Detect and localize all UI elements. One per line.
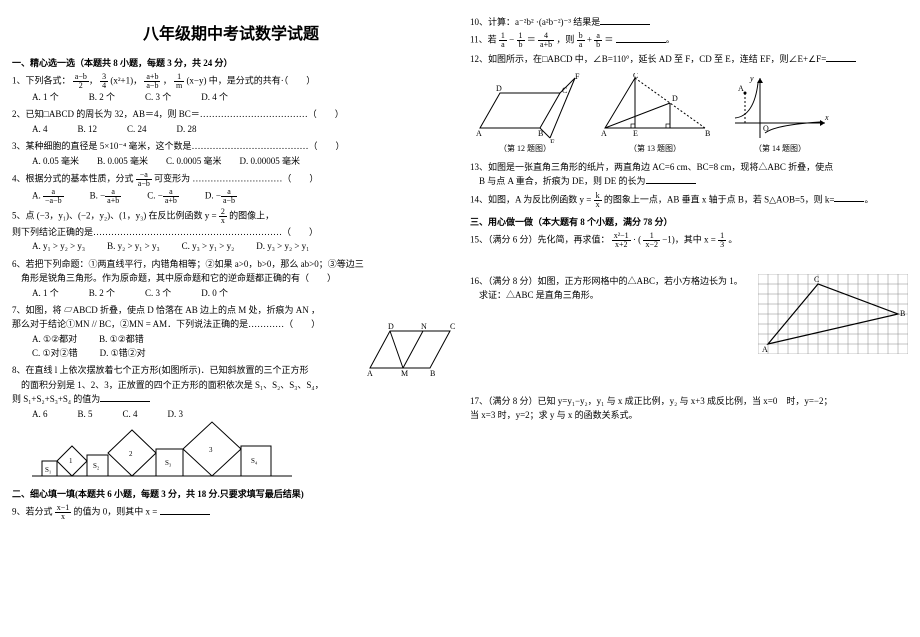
svg-text:3: 3 — [209, 446, 213, 454]
section1-head: 一、精心选一选（本题共 8 小题，每题 3 分，共 24 分） — [12, 56, 450, 69]
q16: 16、（满分 8 分）如图，正方形网格中的△ABC，若小方格边长为 1。 求证：… — [470, 274, 908, 364]
svg-text:S₁: S₁ — [45, 466, 51, 474]
svg-text:A: A — [476, 129, 482, 138]
q1: 1、下列各式： a−b2， 34 (x²+1)， a+ba−b ， 1m (x−… — [12, 73, 450, 104]
svg-text:C: C — [633, 73, 638, 80]
q9: 9、若分式 x−1x 的值为 0，则其中 x = — [12, 504, 450, 521]
q11: 11、若 1a − 1b ＝ 4a+b ，则 ba + ab ＝ 。 — [470, 32, 908, 49]
q2: 2、已知□ABCD 的周长为 32，AB＝4，则 BC＝………………………………… — [12, 107, 450, 136]
svg-text:A: A — [367, 369, 373, 378]
q14: 14、如图，A 为反比例函数 y = kx 的图象上一点，AB 垂直 x 轴于点… — [470, 192, 908, 209]
svg-text:C: C — [562, 86, 567, 95]
q1-c: C. 3 个 — [145, 90, 171, 104]
svg-text:B: B — [900, 309, 905, 318]
svg-text:C: C — [814, 275, 819, 284]
svg-text:M: M — [401, 369, 408, 378]
svg-text:C: C — [450, 323, 455, 331]
svg-text:D: D — [496, 84, 502, 93]
svg-text:F: F — [575, 73, 580, 81]
q7-figure: A M B D N C — [365, 323, 455, 378]
q5: 5、点 (−3，y₁)、(−2，y₂)、(1，y₃) 在反比例函数 y = 2x… — [12, 208, 450, 254]
q17: 17、（满分 8 分）已知 y=y₁−y₂，y₁ 与 x 成正比例，y₂ 与 x… — [470, 394, 908, 423]
q13: 13、如图是一张直角三角形的纸片，两直角边 AC=6 cm、BC=8 cm，现将… — [470, 160, 908, 189]
svg-text:2: 2 — [129, 450, 133, 458]
q1-a: A. 1 个 — [32, 90, 59, 104]
left-column: 八年级期中考试数学试题 一、精心选一选（本题共 8 小题，每题 3 分，共 24… — [12, 12, 450, 625]
q14-figure: A O x y — [730, 73, 830, 143]
svg-text:B: B — [705, 129, 710, 138]
svg-text:O: O — [763, 124, 769, 133]
q6: 6、若把下列命题：①两直线平行，内错角相等；②如果 a>0，b>0，那么 ab>… — [12, 257, 450, 300]
q12: 12、如图所示，在□ABCD 中，∠B=110°，延长 AD 至 F，CD 至 … — [470, 52, 908, 66]
svg-text:x: x — [824, 113, 829, 122]
svg-text:1: 1 — [69, 457, 73, 465]
q1-d: D. 4 个 — [201, 90, 228, 104]
q16-figure: A C B — [758, 274, 908, 354]
q10: 10、计算：a⁻²b² ·(a²b⁻²)⁻³ 结果是 — [470, 15, 908, 29]
svg-text:D: D — [388, 323, 394, 331]
q1-stem: 1、下列各式： — [12, 76, 71, 86]
q12-figure: A B C D E F — [470, 73, 580, 143]
section2-head: 二、细心填一填(本题共 6 小题，每题 3 分，共 18 分.只要求填写最后结果… — [12, 487, 450, 500]
svg-text:B: B — [538, 129, 543, 138]
figures-12-13-14: A B C D E F （第 12 题图） A E B C — [470, 73, 908, 154]
svg-text:B: B — [430, 369, 435, 378]
q4: 4、根据分式的基本性质，分式 −aa−b 可变形为 …………………………（ ） … — [12, 171, 450, 205]
q15: 15、（满分 6 分）先化简，再求值： x²−1x+2 · ( 1x−2 −1)… — [470, 232, 908, 249]
q8: 8、在直线 l 上依次摆放着七个正方形(如图所示)．已知斜放置的三个正方形 的面… — [12, 363, 450, 481]
exam-title: 八年级期中考试数学试题 — [12, 20, 450, 44]
q7: 7、如图，将 ▱ABCD 折叠，使点 D 恰落在 AB 边上的点 M 处，折痕为… — [12, 303, 450, 361]
svg-text:A: A — [738, 84, 744, 93]
svg-text:A: A — [762, 345, 768, 354]
q13-figure: A E B C D — [595, 73, 715, 143]
svg-text:S₄: S₄ — [251, 457, 258, 465]
svg-text:S₃: S₃ — [165, 459, 172, 467]
section3-head: 三、用心做一做（本大题有 8 个小题，满分 78 分） — [470, 215, 908, 228]
svg-text:S₂: S₂ — [93, 462, 100, 470]
svg-text:N: N — [421, 323, 427, 331]
q1-b: B. 2 个 — [89, 90, 115, 104]
q3: 3、某种细胞的直径是 5×10⁻⁴ 毫米，这个数是…………………………………（ … — [12, 139, 450, 168]
svg-text:y: y — [749, 74, 754, 83]
svg-text:D: D — [672, 94, 678, 103]
svg-text:A: A — [601, 129, 607, 138]
q8-figure: S₁ 1 S₂ 2 S₃ 3 S₄ — [32, 421, 292, 481]
svg-text:E: E — [633, 129, 638, 138]
right-column: 10、计算：a⁻²b² ·(a²b⁻²)⁻³ 结果是 11、若 1a − 1b … — [470, 12, 908, 625]
